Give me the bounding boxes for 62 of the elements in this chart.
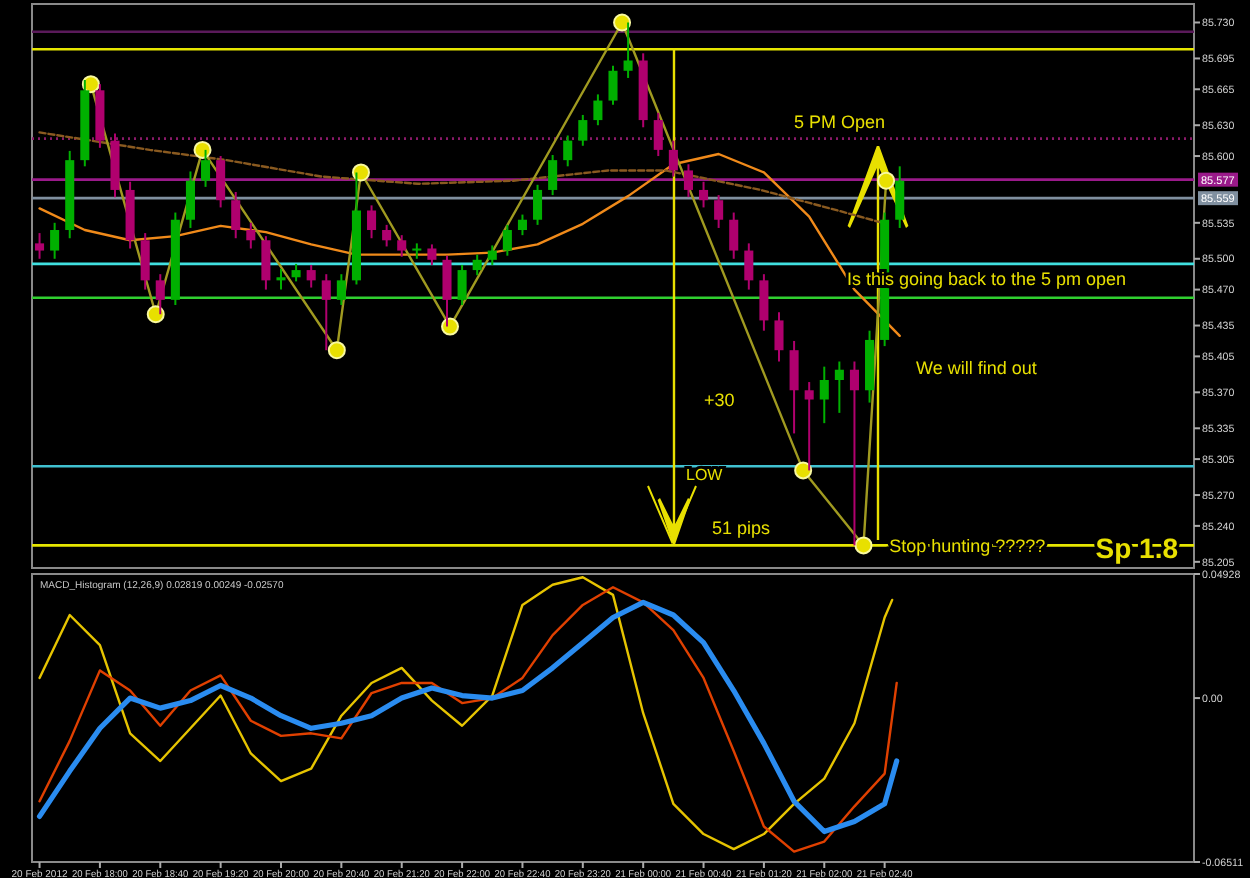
point (441, 317, 460, 336)
candlestick (412, 242, 422, 260)
candlestick (548, 154, 558, 197)
candlestick (50, 221, 60, 260)
point (613, 13, 632, 32)
candlestick (895, 165, 905, 229)
candlestick (623, 21, 633, 79)
candlestick (608, 64, 618, 106)
candlestick (502, 223, 512, 257)
candlestick (714, 194, 724, 229)
point (794, 461, 813, 480)
candlestick (834, 360, 844, 414)
candlestick (216, 155, 226, 209)
candlestick (457, 263, 467, 307)
point (351, 163, 370, 182)
candlestick (593, 93, 603, 127)
annotation: 5 PM Open (794, 112, 886, 133)
candlestick (306, 263, 316, 289)
candlestick (472, 253, 482, 277)
candlestick (789, 339, 799, 435)
candlestick (759, 273, 769, 332)
annotation: LOW (686, 465, 724, 484)
candlestick (683, 163, 693, 199)
candlestick (321, 273, 331, 352)
candlestick (336, 273, 346, 307)
candlestick (699, 180, 709, 209)
candlestick (487, 244, 497, 266)
candlestick (517, 213, 527, 237)
candlestick (427, 243, 437, 266)
candlestick (563, 134, 573, 168)
point (327, 341, 346, 360)
point (877, 171, 896, 190)
point (193, 140, 212, 159)
candlestick (578, 113, 588, 147)
candlestick (367, 204, 377, 240)
candlestick (185, 170, 195, 229)
point (146, 305, 165, 324)
candlestick (261, 235, 271, 291)
candlestick (382, 223, 392, 248)
line-series (38, 152, 901, 338)
candlestick (397, 234, 407, 258)
candlestick (774, 311, 784, 363)
candlestick (442, 254, 452, 328)
candlestick (276, 268, 286, 291)
annotation: 51 pips (712, 518, 772, 539)
candlestick (201, 148, 211, 188)
candlestick (668, 139, 678, 178)
candlestick (804, 381, 814, 472)
candlestick (246, 221, 256, 250)
point (854, 536, 873, 555)
candlestick (140, 232, 150, 291)
candlestick (744, 242, 754, 291)
candlestick (533, 183, 543, 226)
annotation: +30 (704, 390, 735, 411)
candlestick (35, 232, 45, 260)
candlestick (155, 273, 165, 316)
candlestick (231, 191, 241, 240)
annotation: We will find out (916, 358, 1038, 379)
candlestick (819, 365, 829, 425)
candlestick (729, 211, 739, 260)
candlestick (849, 360, 859, 547)
candlestick (653, 111, 663, 158)
